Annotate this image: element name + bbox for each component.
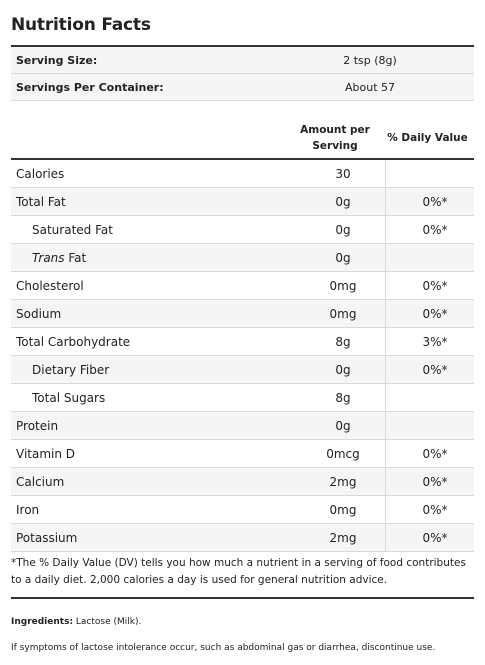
nutrient-amount: 0g (301, 243, 386, 272)
amount-header-line1: Amount per (300, 124, 370, 136)
nutrient-amount: 0g (301, 215, 386, 244)
serving-size-value: 2 tsp (8g) (271, 47, 474, 74)
table-row: Total Fat 0g 0%* (11, 187, 474, 216)
daily-value-header: % Daily Value (387, 132, 468, 144)
nutrient-name: Total Sugars (11, 383, 301, 412)
table-row: Calcium 2mg 0%* (11, 467, 474, 496)
table-row: Calories 30 (11, 160, 474, 188)
nutrient-dv: 0%* (385, 523, 474, 552)
nutrient-dv (385, 383, 474, 412)
ingredients-text: Lactose (Milk). (73, 617, 142, 627)
table-row: Vitamin D 0mcg 0%* (11, 439, 474, 468)
table-row: Sodium 0mg 0%* (11, 299, 474, 328)
servings-per-container-value: About 57 (271, 73, 474, 101)
nutrient-dv: 0%* (385, 355, 474, 384)
nutrient-name: Sodium (11, 299, 301, 328)
table-row: Cholesterol 0mg 0%* (11, 271, 474, 300)
nutrient-dv: 0%* (385, 187, 474, 216)
nutrient-name: Iron (11, 495, 301, 524)
nutrient-dv (385, 243, 474, 272)
nutrient-amount: 8g (301, 327, 386, 356)
serving-size-label: Serving Size: (11, 47, 271, 74)
nutrient-name: Cholesterol (11, 271, 301, 300)
nutrient-amount: 0mg (301, 271, 386, 300)
nutrient-name: Saturated Fat (11, 215, 301, 244)
nutrient-name: Potassium (11, 523, 301, 552)
nutrient-dv: 3%* (385, 327, 474, 356)
table-row: Total Sugars 8g (11, 383, 474, 412)
nutrient-table: Calories 30 Total Fat 0g 0%* Saturated F… (11, 160, 474, 552)
nutrient-amount: 8g (301, 383, 386, 412)
table-row: Total Carbohydrate 8g 3%* (11, 327, 474, 356)
servings-per-container-row: Servings Per Container: About 57 (11, 73, 474, 101)
bottom-divider (11, 597, 474, 599)
panel-title: Nutrition Facts (11, 15, 151, 35)
table-row: Potassium 2mg 0%* (11, 523, 474, 552)
nutrient-dv: 0%* (385, 439, 474, 468)
nutrient-name: Calcium (11, 467, 301, 496)
nutrient-dv (385, 160, 474, 188)
servings-per-container-label: Servings Per Container: (11, 73, 271, 101)
table-row: Protein 0g (11, 411, 474, 440)
nutrient-amount: 2mg (301, 467, 386, 496)
nutrient-amount: 0g (301, 187, 386, 216)
nutrient-dv: 0%* (385, 271, 474, 300)
nutrient-amount: 0mg (301, 495, 386, 524)
table-row: Iron 0mg 0%* (11, 495, 474, 524)
nutrient-dv: 0%* (385, 215, 474, 244)
nutrient-dv: 0%* (385, 467, 474, 496)
nutrient-name: Trans Fat (11, 243, 301, 272)
serving-size-row: Serving Size: 2 tsp (8g) (11, 47, 474, 74)
nutrient-name-rest: Fat (64, 250, 87, 265)
nutrient-amount: 0g (301, 411, 386, 440)
ingredients-line: Ingredients: Lactose (Milk). (11, 617, 474, 627)
nutrient-name: Dietary Fiber (11, 355, 301, 384)
lactose-warning: If symptoms of lactose intolerance occur… (11, 643, 436, 653)
top-divider (11, 45, 474, 47)
table-row: Trans Fat 0g (11, 243, 474, 272)
nutrient-name: Vitamin D (11, 439, 301, 468)
serving-info-table: Serving Size: 2 tsp (8g) Servings Per Co… (11, 47, 474, 101)
nutrient-amount: 0mcg (301, 439, 386, 468)
nutrient-name: Total Fat (11, 187, 301, 216)
nutrient-amount: 0g (301, 355, 386, 384)
table-row: Dietary Fiber 0g 0%* (11, 355, 474, 384)
header-divider (11, 158, 474, 160)
nutrient-dv: 0%* (385, 299, 474, 328)
nutrient-dv: 0%* (385, 495, 474, 524)
amount-per-serving-header: Amount per Serving (296, 122, 374, 154)
nutrient-name: Total Carbohydrate (11, 327, 301, 356)
nutrient-amount: 2mg (301, 523, 386, 552)
daily-value-footnote: *The % Daily Value (DV) tells you how mu… (11, 557, 466, 586)
amount-header-line2: Serving (312, 140, 358, 152)
nutrient-amount: 0mg (301, 299, 386, 328)
nutrient-name-italic: Trans (32, 250, 65, 265)
ingredients-label: Ingredients: (11, 617, 74, 627)
nutrient-amount: 30 (301, 160, 386, 188)
nutrient-name: Protein (11, 411, 301, 440)
column-header: Amount per Serving % Daily Value (11, 118, 474, 158)
nutrient-name: Calories (11, 160, 301, 188)
nutrient-dv (385, 411, 474, 440)
table-row: Saturated Fat 0g 0%* (11, 215, 474, 244)
